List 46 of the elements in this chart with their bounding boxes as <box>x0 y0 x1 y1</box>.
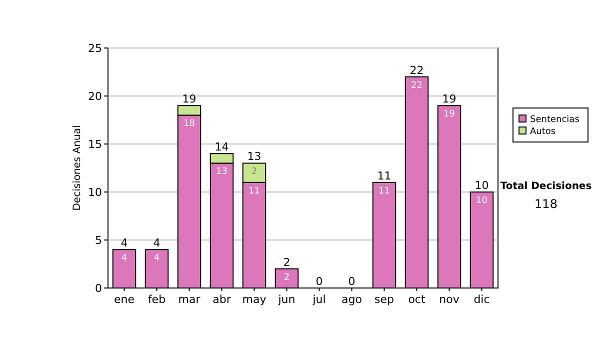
x-tick-label: jun <box>277 293 296 306</box>
x-tick-label: mar <box>178 293 201 306</box>
x-tick-label: jul <box>312 293 326 306</box>
data-label: 2 <box>284 272 290 283</box>
total-label: 2 <box>283 256 290 269</box>
y-tick-label: 15 <box>88 138 102 151</box>
data-label: 2 <box>251 167 258 178</box>
data-label: 4 <box>154 254 160 264</box>
y-tick-label: 10 <box>88 186 102 199</box>
data-label: 11 <box>248 186 260 196</box>
data-label: 4 <box>121 254 128 264</box>
total-label: 14 <box>214 140 229 154</box>
total-label: 4 <box>120 236 128 250</box>
data-label: 19 <box>444 110 456 120</box>
data-label: 22 <box>411 80 422 91</box>
total-label: 10 <box>474 179 489 192</box>
legend-label: Sentencias <box>530 115 580 125</box>
data-label: 10 <box>476 196 488 206</box>
total-label: 13 <box>247 150 262 164</box>
total-label: 0 <box>316 275 323 288</box>
total-label: 19 <box>182 92 196 106</box>
total-label: 19 <box>442 92 456 106</box>
data-label: 11 <box>378 186 390 196</box>
x-tick-label: sep <box>374 293 394 306</box>
x-tick-label: feb <box>148 293 166 306</box>
total-label: 11 <box>377 169 392 182</box>
x-tick-label: dic <box>474 293 490 306</box>
y-tick-label: 25 <box>88 42 102 55</box>
x-tick-label: may <box>242 293 267 306</box>
y-axis-title: Decisiones Anual <box>72 125 83 211</box>
x-tick-label: nov <box>439 293 460 306</box>
total-label: 22 <box>410 64 424 77</box>
x-tick-label: ene <box>114 293 135 306</box>
data-label: 13 <box>216 167 228 178</box>
y-tick-label: 0 <box>95 282 102 295</box>
text: Total Decisiones <box>500 181 592 192</box>
y-tick-label: 20 <box>88 90 102 103</box>
legend-label: Autos <box>530 127 556 137</box>
total-label: 0 <box>348 275 356 288</box>
x-tick-label: abr <box>212 293 232 306</box>
text: 118 <box>534 197 558 211</box>
data-label: 18 <box>184 119 196 130</box>
total-label: 4 <box>153 236 160 250</box>
x-tick-label: oct <box>408 293 426 306</box>
x-tick-label: ago <box>342 293 362 306</box>
y-tick-label: 5 <box>95 234 102 247</box>
